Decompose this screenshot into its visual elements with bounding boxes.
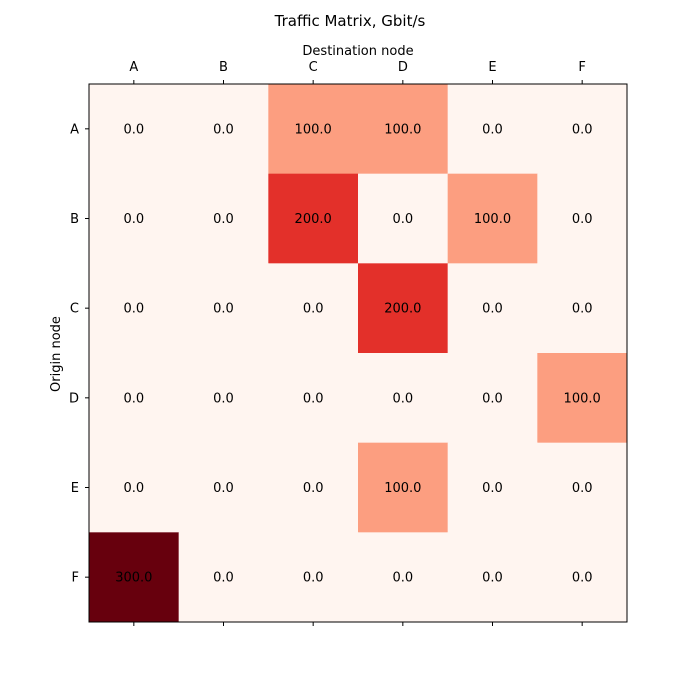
heatmap-cell <box>89 532 180 623</box>
cell-value-label: 0.0 <box>572 571 593 586</box>
cell-value-label: 200.0 <box>295 212 332 227</box>
cell-value-label: 0.0 <box>482 481 503 496</box>
cell-value-label: 0.0 <box>123 212 144 227</box>
heatmap-cell <box>537 442 628 533</box>
heatmap-cell <box>447 532 538 623</box>
cell-value-label: 0.0 <box>123 481 144 496</box>
cell-value-label: 0.0 <box>482 122 503 137</box>
heatmap-cell <box>447 84 538 175</box>
y-tick-label: E <box>71 481 79 496</box>
cell-value-label: 0.0 <box>572 212 593 227</box>
heatmap-cell <box>268 442 359 533</box>
cell-value-label: 0.0 <box>572 122 593 137</box>
heatmap-cell <box>178 532 269 623</box>
cell-value-label: 0.0 <box>123 122 144 137</box>
cell-value-label: 0.0 <box>123 302 144 317</box>
y-tick-label: D <box>69 391 79 406</box>
y-tick-label: C <box>70 302 79 317</box>
y-tick-label: F <box>72 571 79 586</box>
chart-title: Traffic Matrix, Gbit/s <box>274 12 426 30</box>
heatmap-cell <box>268 353 359 444</box>
cell-value-label: 0.0 <box>482 571 503 586</box>
axis-ticks: A B C D E F A B C D E F <box>69 60 586 626</box>
heatmap-cell <box>268 84 359 175</box>
cell-value-label: 0.0 <box>482 302 503 317</box>
cell-value-label: 0.0 <box>123 391 144 406</box>
heatmap-cell <box>178 442 269 533</box>
heatmap-cell <box>178 173 269 264</box>
heatmap-cell <box>447 442 538 533</box>
heatmap-cell <box>358 442 449 533</box>
y-axis-label: Origin node <box>49 316 64 392</box>
cell-value-label: 0.0 <box>213 122 234 137</box>
heatmap-cell <box>268 173 359 264</box>
heatmap-cell <box>89 263 180 354</box>
x-tick-label: E <box>488 60 496 75</box>
heatmap-cell <box>358 84 449 175</box>
heatmap-cell <box>447 263 538 354</box>
cell-value-label: 0.0 <box>213 302 234 317</box>
cell-value-label: 0.0 <box>303 391 324 406</box>
heatmap-cell <box>268 263 359 354</box>
cell-value-label: 0.0 <box>572 481 593 496</box>
heatmap-cell <box>89 84 180 175</box>
heatmap-cell <box>89 353 180 444</box>
heatmap-cell <box>178 84 269 175</box>
heatmap-cell <box>89 442 180 533</box>
cell-value-label: 0.0 <box>392 212 413 227</box>
heatmap-cell <box>178 263 269 354</box>
cell-value-label: 100.0 <box>564 391 601 406</box>
cell-value-label: 100.0 <box>384 481 421 496</box>
cell-value-label: 0.0 <box>303 302 324 317</box>
cell-value-label: 0.0 <box>572 302 593 317</box>
heatmap-cell <box>358 353 449 444</box>
cell-value-label: 100.0 <box>384 122 421 137</box>
cell-value-label: 300.0 <box>115 571 152 586</box>
heatmap-cell <box>358 263 449 354</box>
x-tick-label: F <box>578 60 585 75</box>
x-tick-label: B <box>219 60 228 75</box>
cell-value-label: 100.0 <box>295 122 332 137</box>
heatmap-cell <box>537 532 628 623</box>
cell-value-label: 0.0 <box>392 571 413 586</box>
y-tick-label: B <box>70 212 79 227</box>
cell-value-label: 100.0 <box>474 212 511 227</box>
heatmap-cell <box>358 532 449 623</box>
heatmap-cell <box>447 353 538 444</box>
cell-value-label: 0.0 <box>303 571 324 586</box>
cell-labels: 0.0 0.0 100.0 100.0 0.0 0.0 0.0 0.0 200.0 0.0 100.… <box>115 122 601 585</box>
cell-value-label: 0.0 <box>303 481 324 496</box>
plot-frame <box>88 83 628 623</box>
cell-value-label: 0.0 <box>482 391 503 406</box>
heatmap-cells <box>89 84 628 623</box>
heatmap-cell <box>537 353 628 444</box>
cell-value-label: 0.0 <box>213 212 234 227</box>
heatmap-cell <box>178 353 269 444</box>
cell-value-label: 0.0 <box>213 481 234 496</box>
heatmap-cell <box>268 532 359 623</box>
x-tick-label: D <box>398 60 408 75</box>
heatmap-cell <box>89 173 180 264</box>
cell-value-label: 0.0 <box>213 391 234 406</box>
cell-value-label: 200.0 <box>384 302 421 317</box>
heatmap-cell <box>447 173 538 264</box>
cell-value-label: 0.0 <box>213 571 234 586</box>
heatmap-cell <box>537 84 628 175</box>
heatmap-cell <box>358 173 449 264</box>
x-tick-label: A <box>129 60 138 75</box>
x-tick-label: C <box>309 60 318 75</box>
y-tick-label: A <box>70 122 79 137</box>
cell-value-label: 0.0 <box>392 391 413 406</box>
heatmap-cell <box>537 263 628 354</box>
heatmap-cell <box>537 173 628 264</box>
x-axis-label: Destination node <box>302 44 413 59</box>
